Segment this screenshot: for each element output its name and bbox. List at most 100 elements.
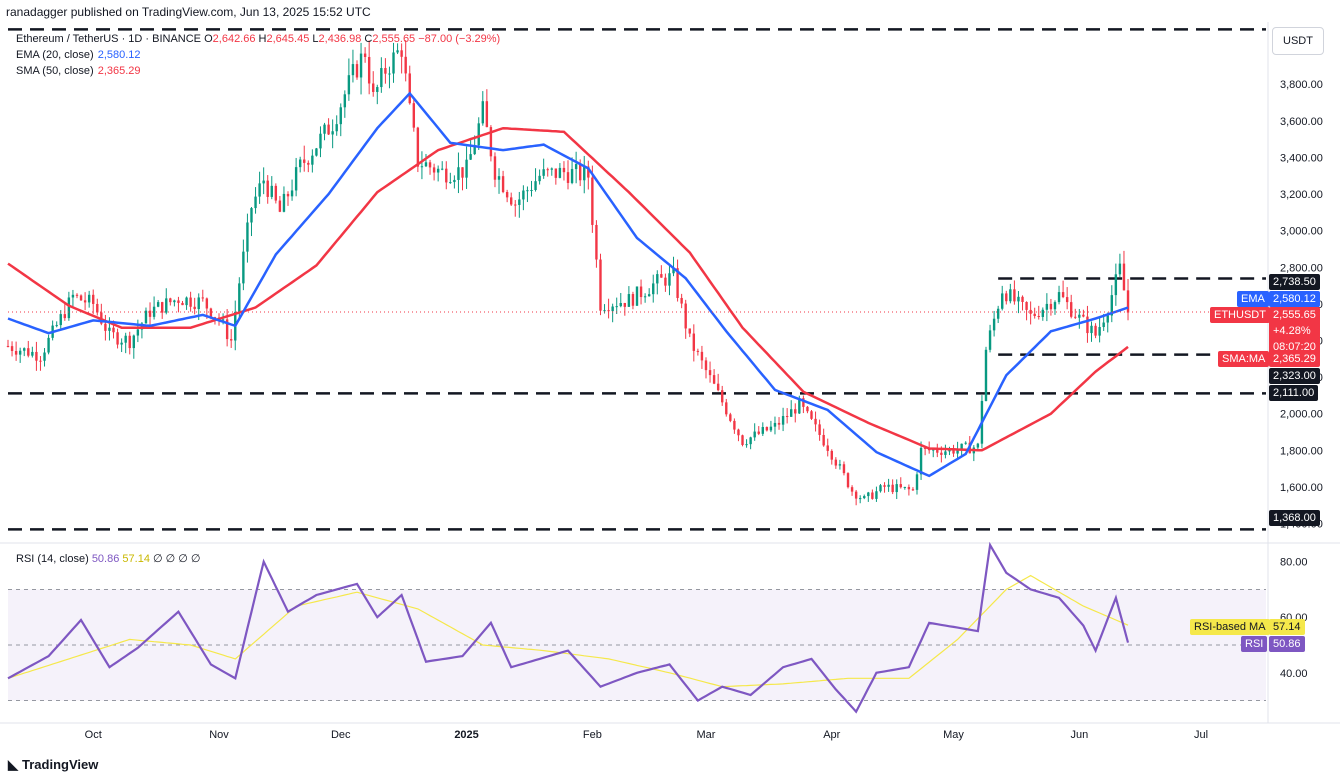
candle-body bbox=[355, 64, 359, 78]
candle-body bbox=[152, 306, 156, 317]
candle-body bbox=[956, 449, 959, 454]
candle-body bbox=[221, 319, 225, 321]
price-tick-label: 1,800.00 bbox=[1280, 445, 1323, 457]
candle-body bbox=[1094, 325, 1097, 336]
symbol-axis-tag: ETHUSDT bbox=[1210, 307, 1270, 323]
candle-body bbox=[465, 159, 468, 178]
candle-body bbox=[708, 370, 712, 376]
candle-body bbox=[351, 64, 355, 76]
candle-body bbox=[197, 297, 200, 310]
candle-body bbox=[810, 411, 813, 419]
candle-body bbox=[510, 197, 513, 205]
time-tick-label: 2025 bbox=[454, 729, 478, 741]
candle-body bbox=[363, 53, 367, 57]
symbol-row[interactable]: Ethereum / TetherUS · 1D · BINANCE O2,64… bbox=[16, 31, 500, 47]
candle-body bbox=[583, 166, 586, 181]
candle-body bbox=[988, 330, 992, 350]
symbol-name[interactable]: Ethereum / TetherUS · 1D · BINANCE bbox=[16, 33, 202, 45]
candle-body bbox=[71, 294, 75, 298]
candle-body bbox=[647, 294, 651, 297]
horizontal-levels[interactable] bbox=[8, 28, 1266, 531]
candle-body bbox=[254, 196, 257, 209]
candle-body bbox=[542, 169, 545, 176]
candle-body bbox=[108, 327, 111, 331]
candle-body bbox=[952, 448, 955, 454]
candle-body bbox=[777, 422, 781, 425]
candle-body bbox=[822, 434, 825, 446]
candle-body bbox=[18, 350, 22, 355]
candle-body bbox=[607, 310, 610, 312]
candle-body bbox=[883, 485, 886, 487]
candle-body bbox=[201, 297, 204, 299]
candle-body bbox=[278, 200, 282, 212]
sma-line bbox=[7, 126, 1129, 452]
candle-body bbox=[120, 342, 123, 345]
close-label: C bbox=[364, 33, 373, 45]
candle-body bbox=[781, 416, 785, 425]
candle-body bbox=[6, 345, 10, 347]
candle-countdown: 08:07:20 bbox=[1273, 341, 1316, 353]
candle-body bbox=[449, 182, 452, 184]
candle-body bbox=[238, 283, 241, 312]
candle-body bbox=[39, 360, 42, 362]
candle-body bbox=[834, 459, 838, 466]
candle-body bbox=[339, 107, 342, 125]
candle-body bbox=[530, 189, 533, 191]
candle-body bbox=[672, 268, 675, 274]
candle-body bbox=[1049, 303, 1053, 310]
price-tick-label: 3,800.00 bbox=[1280, 79, 1323, 91]
sma-legend-row[interactable]: SMA (50, close) 2,365.29 bbox=[16, 63, 500, 79]
candle-body bbox=[769, 426, 773, 431]
candle-body bbox=[741, 435, 744, 445]
candle-body bbox=[376, 87, 379, 92]
candle-body bbox=[27, 348, 30, 356]
candle-body bbox=[298, 159, 302, 168]
candle-body bbox=[798, 398, 801, 414]
ema-legend-row[interactable]: EMA (20, close) 2,580.12 bbox=[16, 47, 500, 63]
candle-body bbox=[984, 349, 988, 401]
support-level-tag-2: 2,111.00 bbox=[1269, 385, 1319, 401]
candle-body bbox=[1090, 325, 1093, 334]
candle-body bbox=[412, 103, 416, 128]
candle-body bbox=[124, 335, 127, 343]
candle-body bbox=[587, 166, 590, 178]
rsi-legend[interactable]: RSI (14, close) 50.86 57.14 ∅ ∅ ∅ ∅ bbox=[16, 552, 201, 565]
candle-body bbox=[481, 101, 484, 124]
candle-body bbox=[558, 167, 562, 178]
candle-body bbox=[469, 154, 472, 160]
sma-legend-value: 2,365.29 bbox=[97, 65, 141, 77]
candle-body bbox=[518, 199, 521, 205]
ema-axis-value: 2,580.12 bbox=[1269, 291, 1320, 307]
candle-body bbox=[1053, 302, 1057, 310]
close-value: 2,555.65 bbox=[372, 33, 416, 45]
candle-body bbox=[441, 168, 444, 170]
candle-body bbox=[392, 52, 395, 74]
candle-body bbox=[729, 414, 732, 421]
candle-body bbox=[193, 306, 196, 310]
ema-axis-tag: EMA bbox=[1237, 291, 1269, 307]
candle-body bbox=[696, 350, 700, 352]
candle-body bbox=[372, 83, 375, 92]
candle-body bbox=[639, 286, 643, 298]
candle-body bbox=[716, 383, 720, 391]
candle-body bbox=[554, 168, 558, 178]
candle-body bbox=[960, 443, 963, 450]
candle-body bbox=[684, 303, 687, 329]
candle-body bbox=[830, 450, 833, 460]
candle-body bbox=[31, 351, 34, 356]
currency-button[interactable]: USDT bbox=[1272, 27, 1324, 55]
candle-body bbox=[1037, 316, 1040, 318]
candle-body bbox=[424, 162, 428, 167]
candle-body bbox=[384, 68, 387, 74]
candle-body bbox=[1086, 316, 1089, 334]
open-label: O bbox=[204, 33, 213, 45]
candle-body bbox=[570, 169, 574, 183]
candle-body bbox=[473, 145, 476, 155]
candle-body bbox=[1106, 315, 1109, 323]
tradingview-logo[interactable]: ◣ TradingView bbox=[8, 757, 98, 773]
candle-body bbox=[599, 259, 602, 311]
candle-body bbox=[396, 50, 399, 53]
candle-body bbox=[286, 193, 290, 197]
candle-body bbox=[347, 75, 351, 95]
